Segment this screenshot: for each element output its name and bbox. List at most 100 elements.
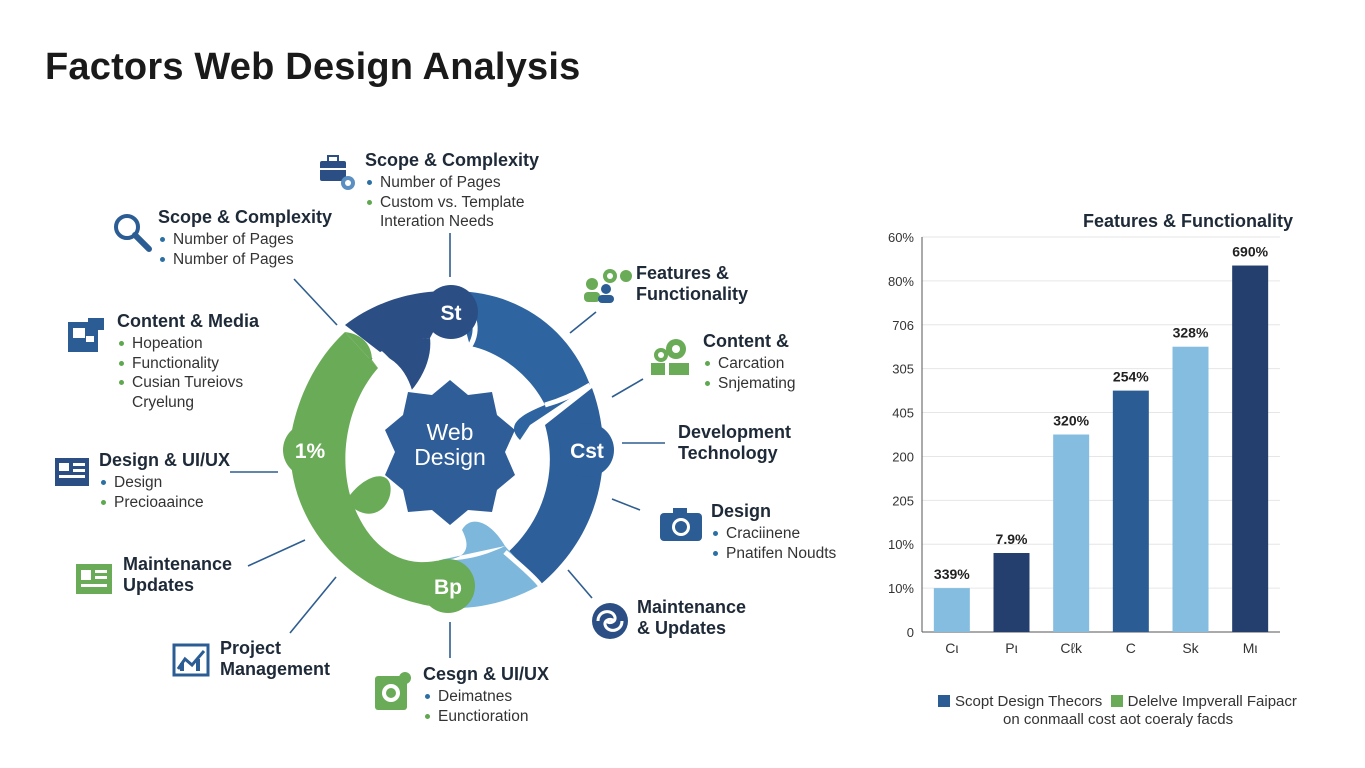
- ring-segment-top-hook: [345, 325, 431, 392]
- factor-heading-line: Development: [678, 422, 792, 442]
- factor-bullet: Number of Pages: [158, 250, 332, 270]
- legend-label-1: Delelve Impverall Faipacr: [1127, 693, 1297, 710]
- factor-dev-tech: Development Technology: [678, 422, 791, 464]
- cycle-ring: [290, 290, 604, 609]
- factor-bullet: Functionality: [117, 354, 259, 374]
- document-icon: [76, 564, 112, 594]
- factor-bullet: Custom vs. Template: [365, 193, 539, 213]
- bar-4: [1172, 346, 1209, 632]
- bar-3: [1112, 390, 1149, 632]
- y-tick-label: 405: [892, 406, 914, 421]
- bar-5: [1232, 265, 1269, 632]
- factor-design-right: Design Craciinene Pnatifen Noudts: [711, 501, 836, 563]
- ring-node-left: [283, 423, 337, 477]
- factor-heading-line: Maintenance: [637, 597, 747, 617]
- factor-maintenance-right: Maintenance & Updates: [637, 597, 746, 639]
- x-tick-label: Cι: [945, 640, 958, 656]
- factor-bullet: Interation Needs: [380, 213, 494, 230]
- x-tick-label: C: [1126, 640, 1136, 656]
- bar-value-label: 328%: [1173, 325, 1209, 341]
- factor-content-media: Content & Media Hopeation Functionality …: [117, 311, 259, 412]
- factor-content-right: Content & Carcation Snjemating: [703, 331, 796, 393]
- factor-bullet: Hopeation: [117, 334, 259, 354]
- bar-value-label: 320%: [1053, 413, 1089, 429]
- factor-bullet: Snjemating: [703, 374, 796, 394]
- gears-icon: [651, 339, 689, 375]
- factor-bullet: Cusian Tureiovs: [117, 373, 259, 393]
- gear-icon: [375, 672, 411, 710]
- x-tick-label: Pι: [1005, 640, 1017, 656]
- factor-heading-line: Updates: [123, 575, 195, 595]
- y-tick-label: 60%: [888, 230, 914, 245]
- bar-value-label: 690%: [1232, 244, 1268, 260]
- connector-project: [289, 576, 337, 634]
- y-tick-label: 706: [892, 318, 914, 333]
- factor-heading-line: Management: [220, 659, 331, 679]
- factor-heading-line: & Updates: [637, 618, 727, 638]
- bar-value-label: 339%: [934, 566, 970, 582]
- swirl-icon: [592, 603, 628, 639]
- factor-bullet: Deimatnes: [423, 687, 549, 707]
- dashboard-icon: [55, 458, 89, 486]
- factor-heading: Cesgn & UI/UX: [423, 664, 550, 684]
- chart-legend: Scopt Design Thecors Delelve Impverall F…: [938, 692, 1297, 711]
- ring-segment-top-right: [455, 291, 590, 405]
- y-tick-label: 305: [892, 362, 914, 377]
- magnifier-icon: [114, 214, 152, 252]
- factor-heading: Content &: [703, 331, 789, 351]
- factor-bullet: Cryelung: [132, 393, 195, 411]
- ring-segment-bottom-hook: [440, 521, 505, 560]
- page-title: Factors Web Design Analysis: [45, 46, 581, 88]
- connector-maintenance-left: [247, 539, 306, 567]
- connector-features: [569, 311, 597, 334]
- factor-project-mgmt: Project Management: [220, 638, 330, 680]
- factor-design-uiux-bottom: Cesgn & UI/UX Deimatnes Eunctioration: [423, 664, 549, 726]
- ring-node-top: [424, 285, 478, 339]
- ring-label-left: 1%: [295, 440, 326, 463]
- factor-bullet: Carcation: [703, 354, 796, 374]
- legend-caption: on conmaall cost aot coeraly facds: [1003, 711, 1234, 728]
- monitor-icon: [68, 318, 104, 352]
- factor-heading-line: Features &: [636, 263, 730, 283]
- bar-2: [1053, 434, 1090, 632]
- factor-bullet: Pnatifen Noudts: [711, 544, 836, 564]
- ring-segment-right: [505, 388, 604, 585]
- ring-segment-left-hook: [350, 476, 391, 514]
- factor-heading: Design & UI/UX: [99, 450, 231, 470]
- factor-features-func: Features & Functionality: [636, 263, 748, 305]
- briefcase-gear-icon: [320, 155, 355, 190]
- y-tick-label: 205: [892, 493, 914, 508]
- factor-bullet: Craciinene: [711, 524, 836, 544]
- center-hub: [385, 380, 515, 525]
- ring-node-bottom: [421, 559, 475, 613]
- team-gear-icon: [584, 269, 632, 303]
- factor-heading: Scope & Complexity: [158, 207, 333, 227]
- x-tick-label: Cℓk: [1060, 640, 1083, 656]
- legend-swatch-0: [938, 695, 950, 707]
- bar-value-label: 254%: [1113, 369, 1149, 385]
- center-line1: Web: [427, 419, 474, 445]
- connector-content-right: [611, 378, 644, 398]
- ring-segment-left: [290, 332, 440, 606]
- connector-maintenance-right: [567, 569, 593, 599]
- factor-bullet: Eunctioration: [423, 707, 549, 727]
- y-tick-label: 200: [892, 449, 914, 464]
- center-line2: Design: [414, 444, 486, 470]
- factor-heading: Content & Media: [117, 311, 259, 331]
- factor-design-uiux-left: Design & UI/UX Design Precioaaince: [99, 450, 230, 512]
- legend-label-0: Scopt Design Thecors: [955, 693, 1103, 710]
- factor-bullet: Number of Pages: [158, 230, 332, 250]
- y-tick-label: 80%: [888, 274, 914, 289]
- factor-bullet: Number of Pages: [365, 173, 539, 193]
- factor-heading: Design: [711, 501, 772, 521]
- bar-chart: 60% 80% 706 305 405 200 205 10% 10% 0 339% Cι 7.9% Pι…: [888, 230, 1280, 656]
- connector-top-left: [293, 278, 338, 326]
- ring-label-top: St: [441, 302, 462, 325]
- factor-heading-line: Maintenance: [123, 554, 233, 574]
- y-tick-label: 10%: [888, 581, 914, 596]
- bar-value-label: 7.9%: [996, 531, 1028, 547]
- factor-heading-line: Functionality: [636, 284, 748, 304]
- x-tick-label: Mι: [1243, 640, 1258, 656]
- factor-heading-line: Technology: [678, 443, 778, 463]
